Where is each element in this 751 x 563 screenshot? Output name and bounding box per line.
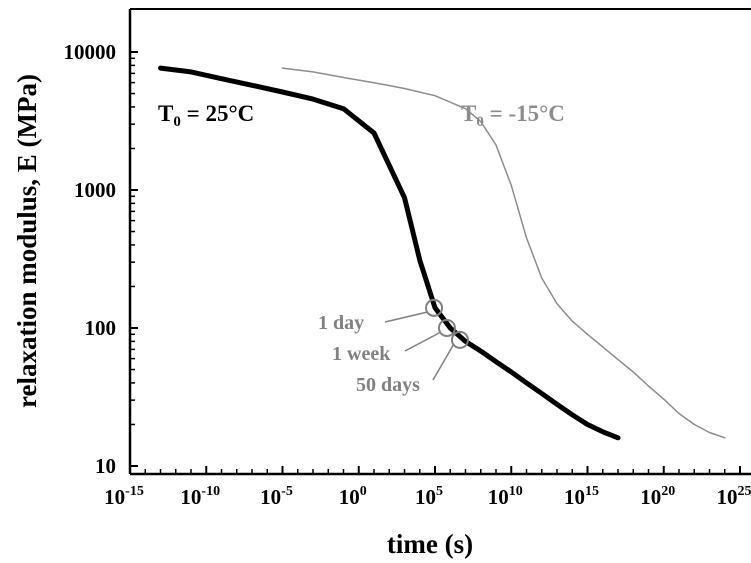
x-tick-label: 105 bbox=[415, 484, 443, 509]
series-line-25C bbox=[158, 65, 621, 441]
x-tick-label: 1025 bbox=[717, 484, 751, 509]
x-axis-tick-labels: 10-15 10-10 10-5 100 105 1010 1015 1020 1025 bbox=[104, 484, 751, 509]
x-tick-label: 1010 bbox=[488, 484, 523, 509]
y-tick-label: 1000 bbox=[74, 178, 116, 202]
series-label-minus15C: T0 = -15°C bbox=[461, 101, 565, 130]
annotation-leader bbox=[384, 311, 429, 323]
x-tick-label: 10-5 bbox=[260, 484, 293, 509]
annotation-leader bbox=[404, 331, 442, 352]
x-axis-title: time (s) bbox=[387, 529, 473, 559]
annotation-leader bbox=[432, 343, 455, 381]
annotation-50-days: 50 days bbox=[356, 330, 469, 396]
x-tick-label: 1015 bbox=[564, 484, 599, 509]
annotation-marker bbox=[437, 319, 456, 337]
y-tick-label: 10000 bbox=[64, 40, 117, 64]
x-tick-label: 10-10 bbox=[180, 484, 220, 509]
y-axis-title: relaxation modulus, E (MPa) bbox=[12, 74, 42, 408]
x-tick-label: 100 bbox=[339, 484, 367, 509]
annotation-1-day: 1 day bbox=[318, 298, 444, 334]
y-tick-label: 10 bbox=[95, 454, 116, 478]
annotation-marker bbox=[425, 298, 444, 317]
annotation-label: 1 day bbox=[318, 312, 364, 334]
x-tick-label: 10-15 bbox=[104, 484, 144, 509]
y-axis-tick-labels: 10 100 1000 10000 bbox=[64, 40, 117, 478]
series-line-minus15C bbox=[281, 67, 726, 439]
x-tick-label: 1020 bbox=[640, 484, 675, 509]
annotation-marker bbox=[450, 330, 469, 349]
y-axis-ticks bbox=[130, 51, 138, 467]
y-tick-label: 100 bbox=[85, 316, 117, 340]
series-label-25C: T0 = 25°C bbox=[158, 101, 254, 130]
x-axis-ticks bbox=[129, 466, 741, 474]
annotation-label: 50 days bbox=[356, 374, 420, 396]
annotation-1-week: 1 week bbox=[332, 319, 456, 365]
annotation-label: 1 week bbox=[332, 343, 391, 365]
